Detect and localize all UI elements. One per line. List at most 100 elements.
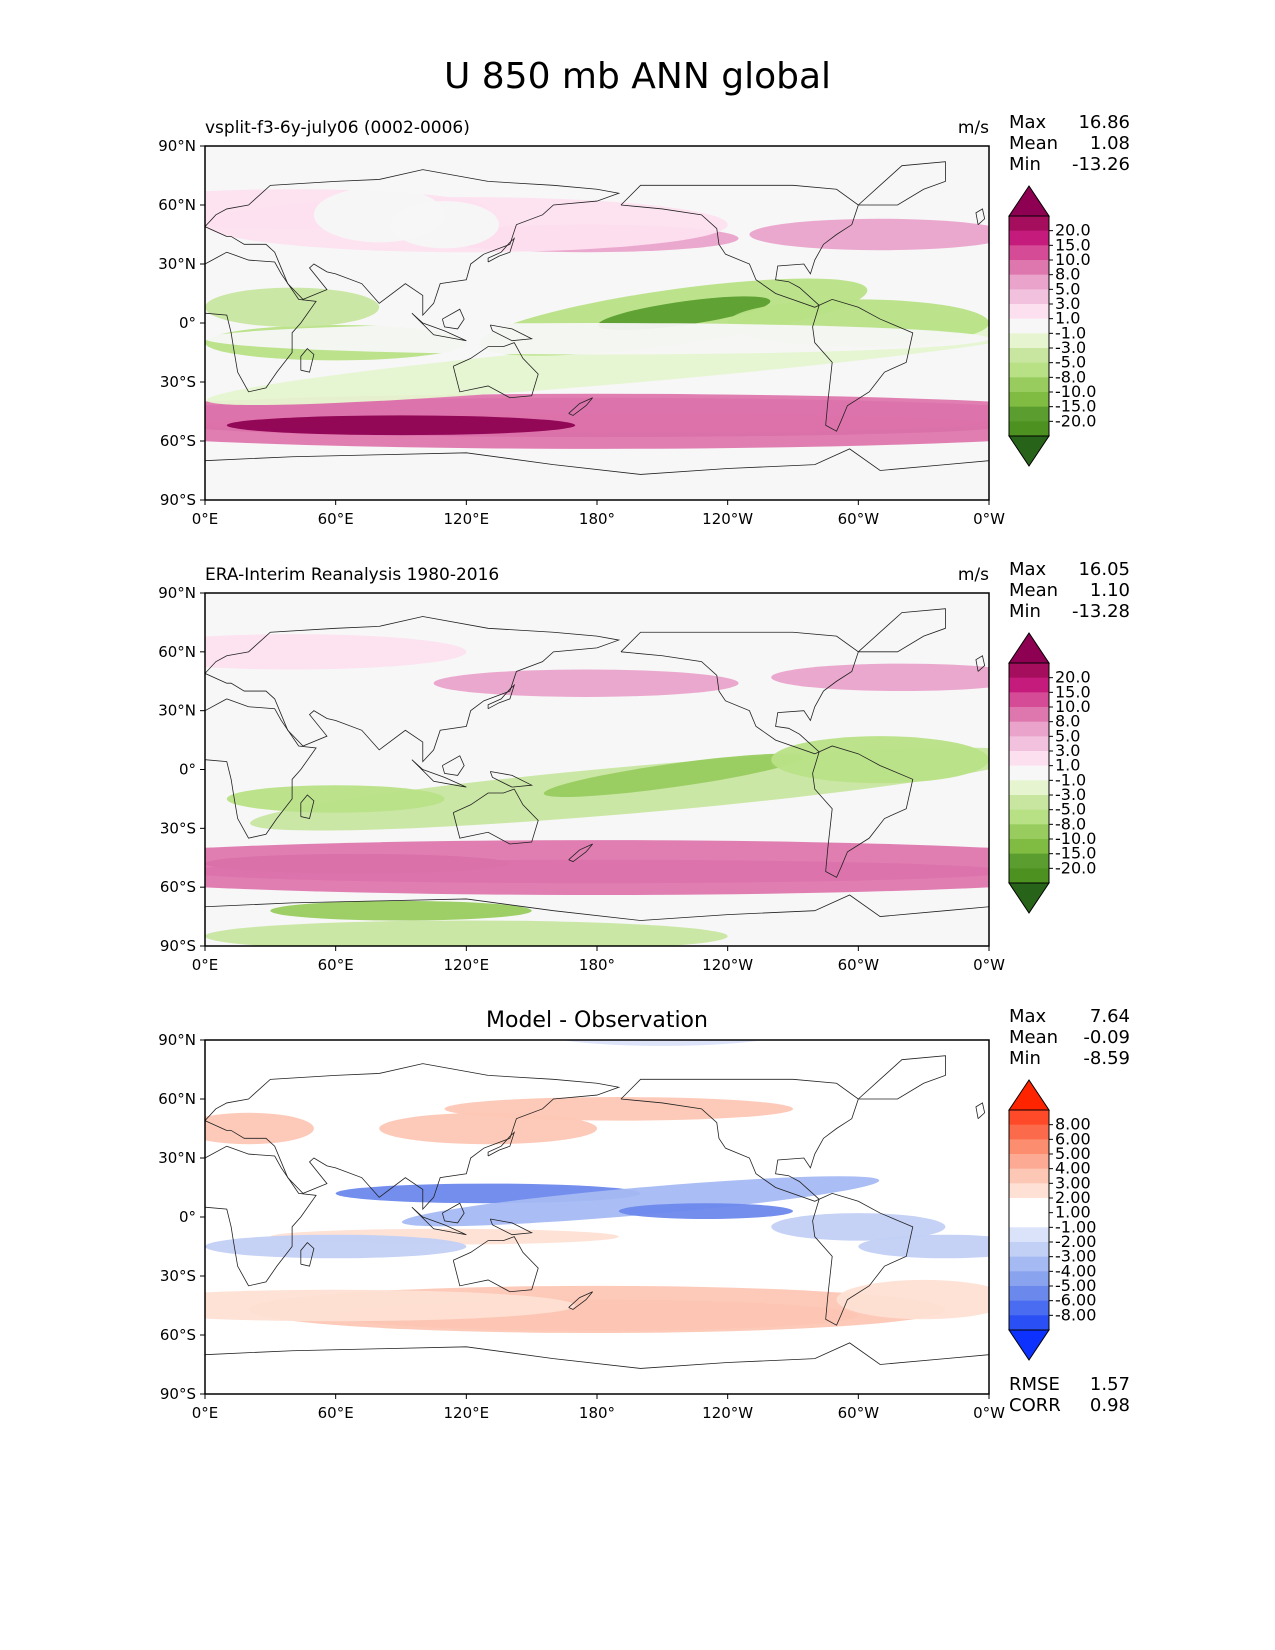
colorbar-segment bbox=[1009, 1227, 1049, 1243]
colorbar-segment bbox=[1009, 721, 1049, 737]
panel-2: 0°E 60°E 120°E 180° 120°W 60°W 0°W 90°N 60°N 30°N… bbox=[158, 559, 1130, 974]
contour-band bbox=[205, 840, 989, 896]
y-tick-label: 30°N bbox=[158, 1149, 196, 1167]
x-tick-label: 60°W bbox=[838, 510, 880, 528]
stat-label-mean: Mean bbox=[1009, 1027, 1058, 1048]
colorbar-segment bbox=[1009, 1212, 1049, 1228]
colorbar-label: -4.00 bbox=[1055, 1261, 1096, 1280]
colorbar-label: 10.0 bbox=[1055, 250, 1091, 269]
colorbar-label: -3.0 bbox=[1055, 785, 1086, 804]
coastline bbox=[487, 683, 516, 710]
contour-band bbox=[771, 1213, 946, 1241]
contour-band bbox=[226, 415, 576, 436]
colorbar-segment bbox=[1009, 1242, 1049, 1258]
coastline bbox=[300, 347, 315, 373]
colorbar-1: 20.015.010.08.05.03.01.0-1.0-3.0-5.0-8.0… bbox=[1008, 185, 1096, 467]
coastline bbox=[441, 1202, 465, 1224]
x-tick-label: 120°W bbox=[702, 956, 753, 974]
colorbar-segment bbox=[1009, 868, 1049, 884]
y-tick-label: 60°N bbox=[158, 1090, 196, 1108]
coastline bbox=[812, 298, 914, 432]
coastline bbox=[812, 1192, 914, 1326]
contour-band bbox=[205, 287, 380, 327]
colorbar-segment bbox=[1009, 1168, 1049, 1184]
coastline bbox=[487, 237, 516, 263]
colorbar-segment bbox=[1009, 663, 1049, 679]
x-tick-label: 0°E bbox=[192, 1404, 219, 1422]
contour-band bbox=[270, 900, 532, 921]
panel-title: vsplit-f3-6y-july06 (0002-0006) bbox=[205, 118, 470, 138]
stat-value-max: 16.05 bbox=[1078, 559, 1130, 580]
coastline bbox=[300, 794, 315, 820]
colorbar-segment bbox=[1009, 406, 1049, 422]
colorbar-frame bbox=[1008, 1109, 1050, 1331]
coastline bbox=[300, 1241, 315, 1267]
coastline bbox=[489, 1218, 534, 1236]
colorbar-segment bbox=[1009, 1124, 1049, 1140]
colorbar-segment bbox=[1009, 377, 1049, 393]
colorbar-2: 20.015.010.08.05.03.01.0-1.0-3.0-5.0-8.0… bbox=[1008, 632, 1096, 914]
colorbar-label: 4.00 bbox=[1055, 1159, 1091, 1178]
coastline bbox=[411, 759, 467, 788]
y-tick-label: 30°N bbox=[158, 702, 196, 720]
contour-band bbox=[205, 1289, 576, 1322]
coastline bbox=[205, 1342, 989, 1394]
stat-value-min: -8.59 bbox=[1083, 1048, 1130, 1069]
colorbar-segment bbox=[1009, 216, 1049, 232]
colorbar-label: -10.0 bbox=[1055, 382, 1096, 401]
contour-band bbox=[749, 218, 989, 251]
colorbar-segment bbox=[1009, 260, 1049, 276]
contour-band bbox=[560, 1040, 765, 1046]
colorbar-segment bbox=[1009, 765, 1049, 781]
colorbar-label: -15.0 bbox=[1055, 844, 1096, 863]
x-tick-label: 60°W bbox=[838, 956, 880, 974]
y-tick-label: 0° bbox=[179, 1208, 196, 1226]
y-tick-label: 0° bbox=[179, 314, 196, 332]
x-tick-label: 180° bbox=[579, 1404, 615, 1422]
x-tick-label: 60°E bbox=[318, 510, 354, 528]
stat-label-mean: Mean bbox=[1009, 580, 1058, 601]
footer-stat-value-corr: 0.98 bbox=[1090, 1395, 1130, 1416]
panel-title: Model - Observation bbox=[486, 1008, 708, 1033]
stat-value-max: 16.86 bbox=[1078, 112, 1130, 133]
units-label: m/s bbox=[958, 118, 989, 138]
contour-band bbox=[205, 323, 989, 355]
colorbar-segment bbox=[1009, 707, 1049, 723]
y-tick-label: 90°S bbox=[160, 1385, 196, 1403]
coastline bbox=[858, 161, 946, 206]
colorbar-label: 1.00 bbox=[1055, 1203, 1091, 1222]
stat-label-max: Max bbox=[1009, 559, 1047, 580]
colorbar-label: -5.00 bbox=[1055, 1276, 1096, 1295]
colorbar-segment bbox=[1009, 1154, 1049, 1170]
coastline bbox=[858, 1055, 946, 1100]
coastline bbox=[489, 771, 534, 788]
colorbar-frame bbox=[1008, 215, 1050, 437]
colorbar-segment bbox=[1009, 274, 1049, 290]
colorbar-label: 15.0 bbox=[1055, 682, 1091, 701]
colorbar-max-extend bbox=[1008, 185, 1050, 217]
y-tick-label: 90°S bbox=[160, 937, 196, 955]
x-tick-label: 120°E bbox=[444, 510, 490, 528]
colorbar-segment bbox=[1009, 736, 1049, 752]
colorbar-segment bbox=[1009, 245, 1049, 261]
colorbar-label: -3.00 bbox=[1055, 1247, 1096, 1266]
stat-label-min: Min bbox=[1009, 154, 1041, 175]
y-tick-label: 60°N bbox=[158, 643, 196, 661]
x-tick-label: 0°W bbox=[973, 956, 1005, 974]
contour-band bbox=[618, 1203, 794, 1219]
colorbar-segment bbox=[1009, 677, 1049, 693]
colorbar-max-extend bbox=[1008, 1079, 1050, 1111]
colorbar-segment bbox=[1009, 421, 1049, 437]
colorbar-label: -20.0 bbox=[1055, 411, 1096, 430]
colorbar-label: -20.0 bbox=[1055, 858, 1096, 877]
colorbar-label: 8.0 bbox=[1055, 265, 1080, 284]
coastline bbox=[205, 448, 989, 500]
coastline bbox=[205, 698, 317, 839]
map-field-2 bbox=[205, 593, 989, 946]
x-tick-label: 0°W bbox=[973, 510, 1005, 528]
contour-band bbox=[379, 1112, 597, 1145]
x-tick-label: 60°W bbox=[838, 1404, 880, 1422]
colorbar-label: -2.00 bbox=[1055, 1232, 1096, 1251]
colorbar-label: 8.00 bbox=[1055, 1115, 1091, 1134]
